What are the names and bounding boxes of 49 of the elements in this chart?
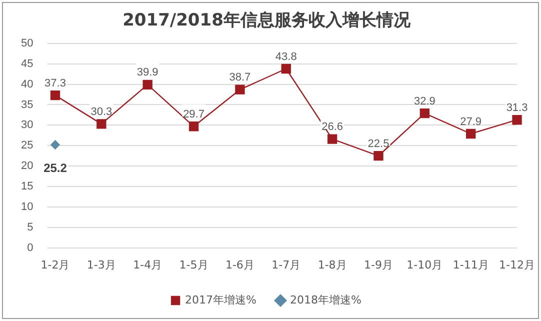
y-tick-label: 0 — [27, 242, 34, 254]
y-tick-label: 20 — [20, 160, 34, 172]
x-tick-label: 1-10月 — [406, 258, 443, 272]
data-label: 32.9 — [414, 95, 436, 108]
x-tick-label: 1-6月 — [225, 258, 254, 272]
point — [281, 64, 291, 74]
y-tick-label: 45 — [20, 58, 34, 70]
point — [420, 108, 430, 118]
x-tick-label: 1-5月 — [179, 258, 208, 272]
data-label: 43.8 — [275, 50, 297, 63]
y-tick-label: 25 — [20, 140, 34, 152]
x-tick-label: 1-4月 — [133, 258, 162, 272]
y-tick-label: 40 — [20, 78, 34, 90]
data-label: 29.7 — [183, 108, 204, 120]
data-label: 26.6 — [322, 121, 344, 134]
point — [50, 90, 60, 100]
data-label: 39.9 — [136, 66, 158, 79]
y-tick-label: 50 — [20, 37, 34, 50]
y-tick-label: 30 — [20, 119, 34, 132]
point — [327, 134, 338, 144]
y-tick-label: 10 — [20, 200, 34, 213]
y-tick-label: 35 — [20, 98, 34, 111]
data-label: 27.9 — [460, 116, 482, 128]
point — [50, 140, 60, 150]
point — [512, 115, 522, 125]
chart-title: 2017/2018年信息服务收入增长情况 — [122, 10, 412, 31]
x-tick-label: 1-9月 — [364, 258, 393, 272]
x-tick-label: 1-3月 — [86, 258, 116, 272]
y-tick-label: 15 — [20, 180, 34, 193]
legend-label: 2017年增速% — [185, 293, 257, 306]
x-tick-label: 1-7月 — [272, 258, 301, 272]
x-tick-label: 1-12月 — [499, 258, 535, 272]
x-tick-label: 1-8月 — [318, 258, 347, 272]
legend-label: 2018年增速% — [290, 293, 362, 306]
x-tick-label: 1-2月 — [40, 258, 70, 272]
data-label: 25.2 — [44, 161, 68, 176]
x-tick-label: 1-11月 — [452, 258, 489, 272]
data-label: 37.3 — [44, 77, 66, 90]
data-label: 22.5 — [368, 138, 390, 150]
point — [374, 150, 384, 161]
point — [235, 84, 245, 94]
point — [466, 128, 476, 139]
point — [96, 119, 106, 129]
data-label: 31.3 — [506, 102, 528, 114]
data-label: 38.7 — [229, 72, 251, 84]
point — [188, 122, 199, 132]
point — [142, 80, 152, 90]
data-label: 30.3 — [90, 106, 112, 118]
y-tick-label: 5 — [27, 221, 34, 234]
